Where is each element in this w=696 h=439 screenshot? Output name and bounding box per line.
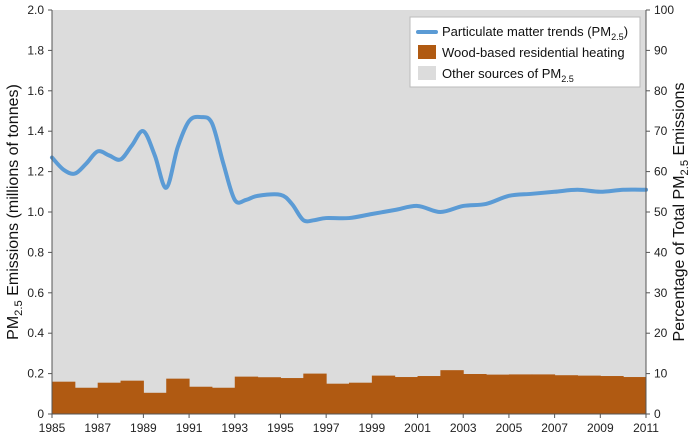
x-tick-label: 2001 [404, 421, 431, 435]
left-tick-label: 1.4 [27, 124, 44, 138]
left-tick-label: 0.2 [27, 367, 44, 381]
left-tick-label: 0.6 [27, 286, 44, 300]
x-tick-label: 2011 [633, 421, 659, 435]
left-tick-label: 1.8 [27, 43, 44, 57]
wood-heating-bar [394, 377, 419, 414]
x-tick-label: 2005 [496, 421, 523, 435]
wood-heating-bar [326, 383, 350, 414]
right-tick-label: 10 [654, 367, 668, 381]
wood-heating-bar [143, 392, 167, 414]
x-tick-label: 1997 [313, 421, 340, 435]
wood-heating-bar [554, 375, 578, 414]
legend-background-label: Other sources of PM2.5 [442, 66, 574, 84]
wood-heating-bar [234, 376, 259, 414]
x-tick-label: 1993 [221, 421, 248, 435]
wood-heating-bar [280, 378, 304, 414]
left-axis-title: PM2.5 Emissions (millions of tonnes) [5, 84, 25, 340]
left-tick-label: 1.6 [27, 84, 44, 98]
wood-heating-bar [120, 380, 144, 414]
wood-heating-bar [52, 381, 76, 414]
legend-background-swatch [418, 66, 436, 80]
wood-heating-bar [440, 370, 464, 414]
wood-heating-bar [577, 375, 601, 414]
legend-bar-swatch [418, 45, 436, 59]
left-tick-label: 1.0 [27, 205, 44, 219]
legend-box [409, 16, 641, 88]
wood-heating-bar [257, 377, 281, 414]
x-tick-label: 2003 [450, 421, 477, 435]
right-tick-label: 100 [654, 3, 674, 17]
legend-bar-label: Wood-based residential heating [442, 45, 625, 60]
wood-heating-bar [74, 387, 99, 414]
axes: 0 0.2 0.4 0.6 0.8 1.0 1.2 1.4 1.6 1.8 2.0 0 10 20 30 40… [5, 3, 691, 435]
right-tick-label: 70 [654, 124, 668, 138]
right-tick-label: 50 [654, 205, 668, 219]
right-tick-label: 30 [654, 286, 668, 300]
wood-heating-bar [166, 378, 190, 414]
right-axis-title: Percentage of Total PM2.5 Emissions [671, 83, 691, 342]
right-tick-label: 0 [654, 407, 661, 421]
right-tick-label: 40 [654, 245, 668, 259]
right-tick-label: 80 [654, 84, 668, 98]
x-tick-label: 1985 [39, 421, 66, 435]
x-tick-label: 1995 [267, 421, 294, 435]
wood-heating-bar [463, 374, 487, 414]
x-tick-label: 1991 [176, 421, 203, 435]
left-tick-label: 0.4 [27, 326, 44, 340]
x-tick-label: 1987 [84, 421, 111, 435]
wood-heating-bar [508, 374, 533, 414]
x-tick-label: 1999 [358, 421, 385, 435]
wood-heating-bar [371, 375, 396, 414]
legend: Particulate matter trends (PM2.5) Wood-ba… [409, 16, 641, 88]
x-tick-label: 1989 [130, 421, 157, 435]
wood-heating-bar [486, 374, 510, 414]
right-tick-label: 90 [654, 43, 668, 57]
wood-heating-bar [531, 374, 556, 414]
legend-line-label: Particulate matter trends (PM2.5) [442, 24, 628, 42]
x-tick-label: 2007 [541, 421, 568, 435]
left-tick-label: 1.2 [27, 165, 44, 179]
pm25-trend-line [50, 114, 648, 224]
right-tick-label: 60 [654, 165, 668, 179]
left-tick-label: 0 [37, 407, 44, 421]
wood-heating-bar [417, 376, 441, 414]
x-tick-label: 2009 [587, 421, 614, 435]
left-tick-label: 2.0 [27, 3, 44, 17]
wood-heating-bar [211, 387, 236, 414]
wood-heating-bar [600, 376, 624, 414]
wood-heating-bar [623, 377, 647, 414]
left-tick-label: 0.8 [27, 245, 44, 259]
right-tick-label: 20 [654, 326, 668, 340]
wood-heating-bar [189, 386, 213, 414]
wood-heating-bar [303, 373, 327, 414]
wood-heating-bar [97, 382, 122, 414]
wood-heating-bar [349, 382, 373, 414]
